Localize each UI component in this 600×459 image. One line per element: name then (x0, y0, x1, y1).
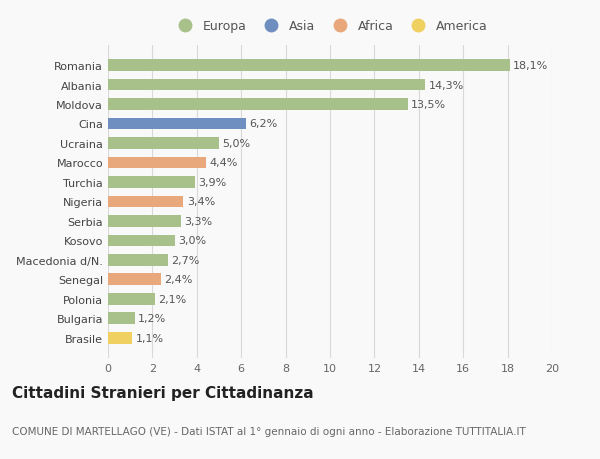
Text: 4,4%: 4,4% (209, 158, 238, 168)
Bar (108, 235, 175, 246)
Text: Cittadini Stranieri per Cittadinanza: Cittadini Stranieri per Cittadinanza (12, 385, 314, 400)
Bar (108, 216, 181, 227)
Text: 13,5%: 13,5% (411, 100, 446, 110)
Bar (108, 99, 408, 111)
Bar (108, 60, 510, 72)
Text: 3,9%: 3,9% (198, 178, 226, 188)
Bar (108, 313, 134, 325)
Bar (108, 157, 206, 169)
Bar (108, 118, 245, 130)
Bar (108, 138, 219, 150)
Bar (108, 196, 184, 208)
Text: 3,3%: 3,3% (185, 216, 213, 226)
Text: COMUNE DI MARTELLAGO (VE) - Dati ISTAT al 1° gennaio di ogni anno - Elaborazione: COMUNE DI MARTELLAGO (VE) - Dati ISTAT a… (12, 426, 526, 436)
Text: 1,2%: 1,2% (138, 313, 166, 324)
Bar (108, 177, 194, 188)
Bar (108, 79, 425, 91)
Text: 2,7%: 2,7% (171, 255, 200, 265)
Text: 18,1%: 18,1% (513, 61, 548, 71)
Text: 6,2%: 6,2% (249, 119, 277, 129)
Text: 14,3%: 14,3% (429, 80, 464, 90)
Bar (108, 274, 161, 285)
Legend: Europa, Asia, Africa, America: Europa, Asia, Africa, America (172, 21, 488, 34)
Text: 2,1%: 2,1% (158, 294, 186, 304)
Bar (108, 254, 168, 266)
Bar (108, 293, 155, 305)
Text: 5,0%: 5,0% (223, 139, 250, 149)
Text: 3,4%: 3,4% (187, 197, 215, 207)
Bar (108, 332, 133, 344)
Text: 1,1%: 1,1% (136, 333, 164, 343)
Text: 2,4%: 2,4% (164, 274, 193, 285)
Text: 3,0%: 3,0% (178, 236, 206, 246)
